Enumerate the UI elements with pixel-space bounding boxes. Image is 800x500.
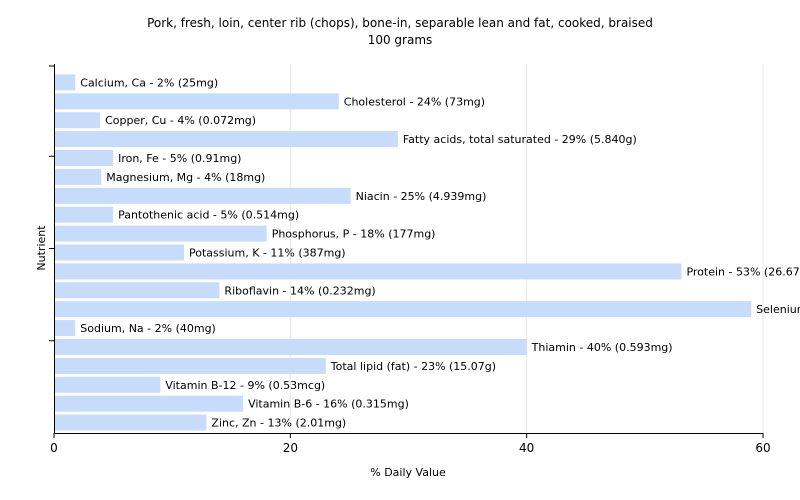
bar <box>54 168 102 185</box>
bars: Calcium, Ca - 2% (25mg) Cholesterol - 24%… <box>54 74 800 431</box>
bar-label: Calcium, Ca - 2% (25mg) <box>80 76 218 89</box>
bar-label: Thiamin - 40% (0.593mg) <box>531 341 673 354</box>
bar-label: Copper, Cu - 4% (0.072mg) <box>105 114 256 127</box>
bar <box>54 112 101 129</box>
bar-label: Pantothenic acid - 5% (0.514mg) <box>118 209 299 222</box>
bar-label: Iron, Fe - 5% (0.91mg) <box>118 152 241 165</box>
bar <box>54 263 682 280</box>
axes <box>49 64 763 434</box>
chart-title: Pork, fresh, loin, center rib (chops), b… <box>147 16 653 30</box>
bar <box>54 131 398 148</box>
bar-label: Protein - 53% (26.67g) <box>686 265 800 278</box>
bar-label: Total lipid (fat) - 23% (15.07g) <box>330 360 496 373</box>
bar-label: Vitamin B-12 - 9% (0.53mcg) <box>165 379 325 392</box>
bar <box>54 206 114 223</box>
bar-label: Magnesium, Mg - 4% (18mg) <box>106 171 265 184</box>
bar-label: Zinc, Zn - 13% (2.01mg) <box>211 417 346 430</box>
x-tick-label: 60 <box>755 441 770 455</box>
bar-label: Vitamin B-6 - 16% (0.315mg) <box>248 398 409 411</box>
bar-label: Cholesterol - 24% (73mg) <box>344 95 485 108</box>
y-axis-label: Nutrient <box>35 225 48 271</box>
bar <box>54 244 184 261</box>
bar <box>54 282 220 299</box>
bar <box>54 414 207 431</box>
bar <box>54 74 76 91</box>
bar-label: Niacin - 25% (4.939mg) <box>356 190 487 203</box>
bar-label: Phosphorus, P - 18% (177mg) <box>272 228 436 241</box>
bar <box>54 376 161 393</box>
bar-label: Sodium, Na - 2% (40mg) <box>80 322 216 335</box>
bar-label: Riboflavin - 14% (0.232mg) <box>224 284 375 297</box>
x-tick-label: 20 <box>283 441 298 455</box>
bar <box>54 301 752 318</box>
x-tick-label: 0 <box>50 441 58 455</box>
bar-label: Potassium, K - 11% (387mg) <box>189 247 346 260</box>
bar <box>54 395 244 412</box>
bar-label: Selenium, Se - 59% (41.0mcg) <box>756 303 800 316</box>
bar <box>54 338 527 355</box>
bar <box>54 187 351 204</box>
chart-subtitle: 100 grams <box>368 33 433 47</box>
bar-label: Fatty acids, total saturated - 29% (5.84… <box>403 133 637 146</box>
x-ticks: 0 20 40 60 <box>50 433 771 455</box>
bar <box>54 150 114 167</box>
bar <box>54 320 76 337</box>
x-axis-label: % Daily Value <box>370 466 446 479</box>
x-tick-label: 40 <box>519 441 534 455</box>
bar <box>54 225 267 242</box>
bar <box>54 93 339 110</box>
bar <box>54 357 326 374</box>
